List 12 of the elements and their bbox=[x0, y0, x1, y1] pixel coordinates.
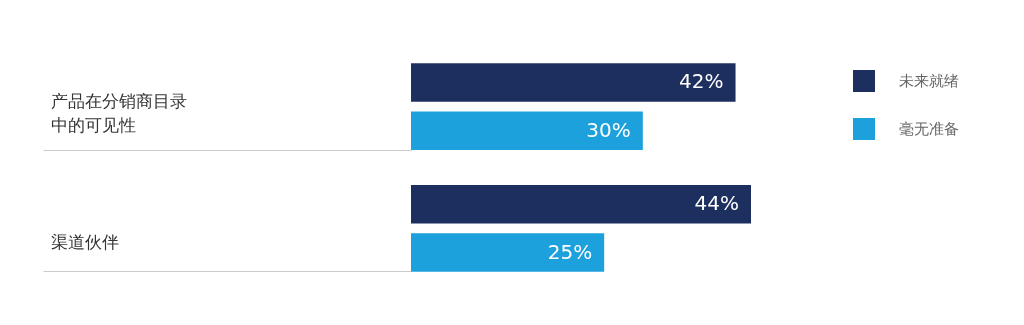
legend-label: 毫无准备 bbox=[899, 120, 959, 138]
data-label: 25% bbox=[547, 239, 593, 264]
bar bbox=[411, 184, 751, 224]
bar bbox=[411, 63, 736, 102]
y-tick-label: 渠道伙伴 bbox=[50, 232, 119, 253]
data-label: 42% bbox=[679, 69, 724, 94]
legend-label: 未来就绪 bbox=[899, 72, 959, 90]
bar bbox=[411, 111, 643, 151]
y-tick-label: 产品在分销商目录中的可见性 bbox=[50, 90, 187, 135]
bar bbox=[411, 233, 605, 272]
data-label: 44% bbox=[694, 191, 739, 216]
data-label: 30% bbox=[586, 117, 631, 142]
